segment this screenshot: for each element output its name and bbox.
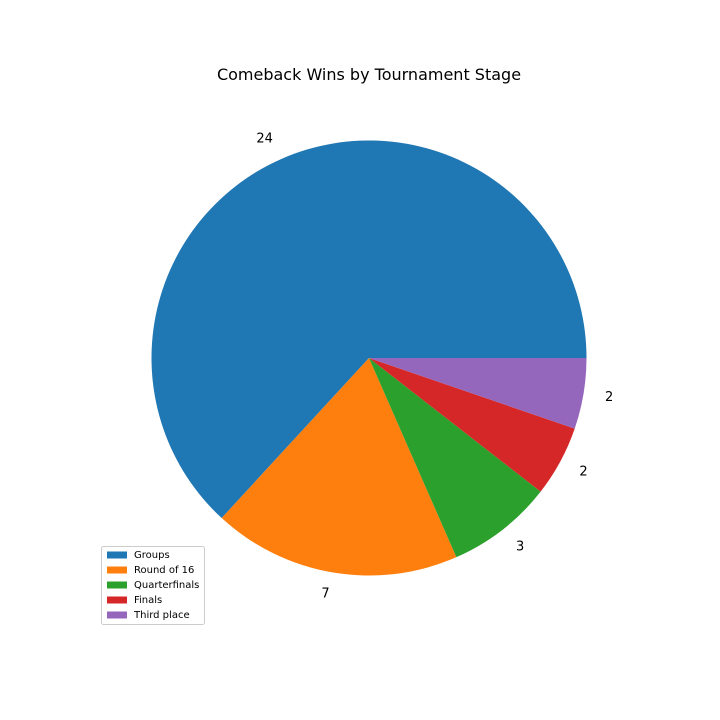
pie-slice-value-label: 2 xyxy=(605,390,613,405)
pie-slice-quarterfinals xyxy=(369,358,541,558)
legend-label: Groups xyxy=(134,550,170,561)
pie-slice-finals xyxy=(369,358,575,492)
legend-frame xyxy=(101,546,205,625)
pie-slice-round-of-16 xyxy=(221,358,457,576)
legend: Groups Round of 16 Quarterfinals Finals Thir… xyxy=(101,546,205,625)
chart-title: Comeback Wins by Tournament Stage xyxy=(217,65,521,84)
legend-swatch xyxy=(107,581,127,589)
legend-swatch xyxy=(107,611,127,619)
legend-label: Round of 16 xyxy=(134,565,194,576)
pie-slice-value-label: 24 xyxy=(256,131,273,146)
pie-slices xyxy=(151,140,587,576)
pie-slice-third-place xyxy=(369,358,587,429)
legend-swatch xyxy=(107,551,127,559)
legend-items: Groups Round of 16 Quarterfinals Finals Thir… xyxy=(107,550,199,621)
pie-slice-value-label: 2 xyxy=(579,464,587,479)
pie-slice-groups xyxy=(151,140,587,519)
legend-label: Quarterfinals xyxy=(134,580,199,591)
pie-slice-labels: 24 7 3 2 2 xyxy=(256,131,613,601)
legend-label: Third place xyxy=(133,610,190,621)
legend-swatch xyxy=(107,596,127,604)
pie-slice-value-label: 3 xyxy=(516,539,524,554)
legend-label: Finals xyxy=(134,595,162,606)
pie-slice-value-label: 7 xyxy=(321,586,329,601)
legend-swatch xyxy=(107,566,127,574)
